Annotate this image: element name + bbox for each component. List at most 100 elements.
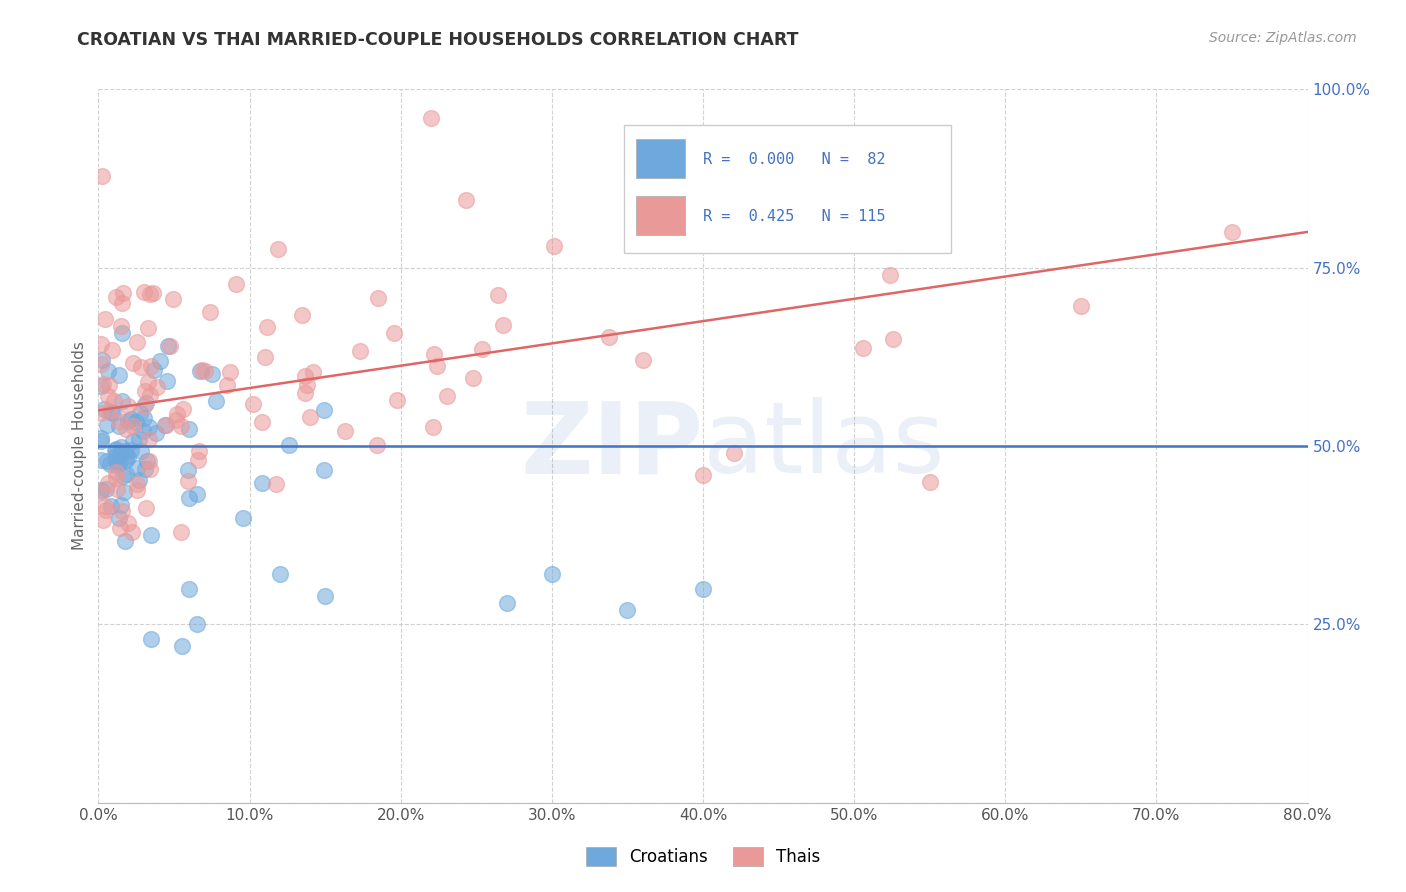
Point bbox=[852, 341, 875, 355]
Point bbox=[111, 394, 134, 409]
Point bbox=[105, 449, 128, 463]
Point bbox=[112, 485, 135, 500]
Point bbox=[188, 364, 211, 378]
Point bbox=[125, 415, 148, 429]
Point bbox=[139, 387, 162, 401]
Point bbox=[111, 296, 134, 310]
Point bbox=[98, 458, 121, 472]
Point bbox=[110, 319, 132, 334]
Point bbox=[882, 332, 904, 346]
Point bbox=[166, 413, 188, 427]
Point bbox=[90, 379, 112, 393]
Point bbox=[295, 377, 318, 392]
Point bbox=[110, 440, 132, 454]
Point bbox=[110, 445, 132, 459]
Point bbox=[104, 454, 127, 468]
Point bbox=[598, 330, 620, 344]
Point bbox=[115, 422, 138, 436]
Point bbox=[121, 356, 143, 370]
Point bbox=[177, 422, 200, 436]
Point bbox=[134, 384, 156, 398]
Point bbox=[166, 408, 188, 422]
Point bbox=[176, 474, 198, 488]
Point bbox=[250, 475, 273, 490]
Point bbox=[177, 462, 200, 476]
Point bbox=[129, 406, 152, 420]
Point bbox=[131, 444, 153, 458]
Point bbox=[543, 239, 565, 253]
Point bbox=[384, 326, 406, 340]
Point bbox=[117, 399, 139, 413]
Point bbox=[94, 482, 117, 496]
Point bbox=[114, 443, 136, 458]
Point bbox=[104, 465, 127, 479]
Point bbox=[186, 617, 208, 632]
Point bbox=[616, 603, 638, 617]
Point bbox=[128, 432, 150, 446]
Point bbox=[114, 534, 136, 549]
Point bbox=[138, 420, 160, 434]
Point bbox=[225, 277, 247, 292]
Point bbox=[420, 111, 443, 125]
Point bbox=[162, 292, 184, 306]
Point bbox=[692, 582, 714, 596]
Y-axis label: Married-couple Households: Married-couple Households bbox=[72, 342, 87, 550]
Point bbox=[179, 582, 201, 596]
Point bbox=[294, 386, 316, 401]
Point bbox=[98, 378, 121, 392]
Point bbox=[149, 354, 172, 368]
Point bbox=[146, 380, 169, 394]
Point bbox=[93, 402, 115, 417]
Point bbox=[115, 453, 138, 467]
Point bbox=[107, 456, 129, 470]
Point bbox=[93, 499, 115, 513]
Point bbox=[333, 424, 356, 438]
Point bbox=[132, 399, 155, 413]
Point bbox=[879, 268, 901, 282]
Point bbox=[188, 444, 211, 458]
Point bbox=[104, 471, 127, 485]
Point bbox=[121, 524, 143, 539]
Point bbox=[1220, 225, 1243, 239]
Point bbox=[139, 287, 162, 301]
Point bbox=[723, 446, 745, 460]
Point bbox=[117, 516, 139, 531]
Point bbox=[91, 169, 114, 183]
FancyBboxPatch shape bbox=[624, 125, 950, 253]
Point bbox=[312, 402, 335, 417]
Point bbox=[115, 467, 138, 482]
Point bbox=[540, 567, 562, 582]
Point bbox=[111, 286, 134, 301]
Point bbox=[692, 467, 714, 482]
Point bbox=[108, 414, 131, 428]
Point bbox=[103, 394, 125, 409]
Point bbox=[105, 483, 128, 497]
Point bbox=[138, 453, 160, 467]
Point bbox=[436, 389, 458, 403]
Point bbox=[90, 453, 112, 467]
Point bbox=[170, 639, 193, 653]
Point bbox=[179, 491, 201, 506]
Point bbox=[269, 567, 291, 582]
Point bbox=[172, 402, 194, 417]
Point bbox=[104, 442, 127, 457]
Point bbox=[312, 463, 335, 477]
Point bbox=[108, 419, 131, 434]
Point bbox=[108, 521, 131, 535]
Point bbox=[141, 285, 163, 300]
Point bbox=[242, 397, 264, 411]
Point bbox=[120, 443, 142, 458]
Point bbox=[90, 406, 112, 420]
Point bbox=[250, 415, 273, 429]
Text: ZIP: ZIP bbox=[520, 398, 703, 494]
Point bbox=[1070, 299, 1092, 313]
Point bbox=[136, 320, 159, 334]
Point bbox=[107, 368, 129, 382]
Point bbox=[97, 404, 120, 418]
Point bbox=[132, 424, 155, 438]
Point bbox=[111, 504, 134, 518]
FancyBboxPatch shape bbox=[637, 139, 685, 178]
Point bbox=[256, 319, 278, 334]
Legend: Croatians, Thais: Croatians, Thais bbox=[579, 840, 827, 873]
Point bbox=[100, 405, 122, 419]
